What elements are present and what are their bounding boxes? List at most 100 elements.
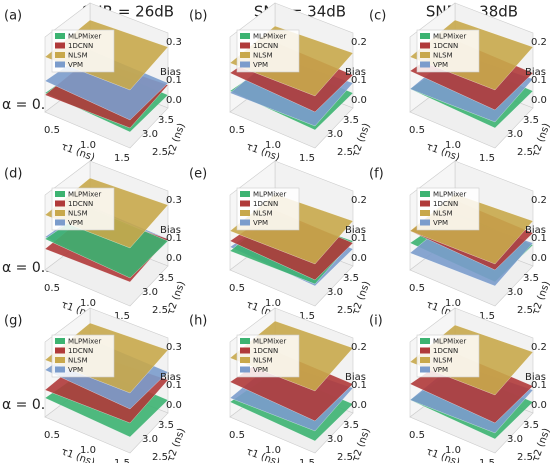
z-tick-label: 0.1 [166, 380, 182, 391]
z-tick-label: 0.3 [166, 37, 182, 48]
legend-swatch [55, 210, 65, 216]
legend-label: NLSM [253, 357, 273, 365]
legend-label: MLPMixer [68, 191, 101, 199]
legend-label: 1DCNN [433, 42, 458, 50]
y-axis-label: τ2 (ns) [165, 280, 187, 317]
y-axis-label: τ2 (ns) [350, 427, 372, 463]
y-tick-label: 3.0 [507, 129, 523, 140]
y-axis-label: τ2 (ns) [530, 427, 550, 463]
y-tick-label: 3.0 [142, 129, 158, 140]
panel-label: (c) [369, 9, 386, 24]
legend-swatch [420, 338, 430, 344]
y-axis-label: τ2 (ns) [165, 427, 187, 463]
x-tick-label: 0.5 [409, 125, 425, 136]
row-label: α = 0.8 [2, 397, 54, 413]
legend-swatch [240, 219, 250, 226]
legend-label: 1DCNN [253, 200, 278, 208]
x-tick-label: 1.5 [479, 153, 495, 164]
legend-swatch [55, 33, 65, 39]
y-tick-label: 2.5 [152, 305, 168, 316]
legend-swatch [240, 42, 250, 49]
y-tick-label: 3.5 [523, 273, 539, 284]
legend-swatch [240, 357, 250, 363]
legend-swatch [55, 357, 65, 363]
x-tick-label: 0.5 [44, 283, 60, 294]
z-tick-label: 0.1 [531, 75, 547, 86]
z-tick-label: 0.0 [351, 400, 367, 411]
legend-swatch [240, 52, 250, 58]
x-tick-label: 1.0 [445, 298, 461, 309]
y-tick-label: 2.5 [152, 147, 168, 158]
z-tick-label: 0.1 [166, 75, 182, 86]
legend-label: VPM [433, 61, 448, 69]
legend-label: VPM [433, 366, 448, 374]
legend-swatch [420, 52, 430, 58]
panel-label: (g) [4, 314, 22, 329]
legend-label: MLPMixer [68, 338, 101, 346]
x-tick-label: 1.5 [114, 153, 130, 164]
legend-swatch [240, 338, 250, 344]
x-tick-label: 1.5 [299, 153, 315, 164]
legend-label: 1DCNN [253, 42, 278, 50]
legend-swatch [420, 42, 430, 49]
z-tick-label: 0.2 [351, 37, 367, 48]
z-axis-label: Bias [525, 67, 546, 78]
z-tick-label: 0.2 [351, 195, 367, 206]
y-tick-label: 2.5 [517, 305, 533, 316]
panel-label: (i) [369, 314, 383, 329]
y-tick-label: 2.5 [337, 452, 353, 463]
legend-label: MLPMixer [433, 191, 466, 199]
legend-label: VPM [433, 219, 448, 227]
y-tick-label: 2.5 [337, 147, 353, 158]
z-tick-label: 0.0 [531, 253, 547, 264]
z-axis-label: Bias [345, 372, 366, 383]
legend-label: VPM [253, 61, 268, 69]
z-tick-label: 0.0 [531, 95, 547, 106]
legend-label: NLSM [68, 52, 88, 60]
legend-swatch [420, 200, 430, 207]
z-tick-label: 0.1 [166, 233, 182, 244]
x-tick-label: 1.0 [80, 140, 96, 151]
x-tick-label: 1.5 [479, 458, 495, 463]
y-tick-label: 3.0 [142, 434, 158, 445]
z-tick-label: 0.2 [531, 342, 547, 353]
z-tick-label: 0.0 [166, 95, 182, 106]
legend-label: NLSM [253, 52, 273, 60]
legend-swatch [55, 42, 65, 49]
z-axis-label: Bias [345, 225, 366, 236]
legend-label: VPM [68, 61, 83, 69]
z-axis-label: Bias [525, 372, 546, 383]
legend-label: NLSM [68, 357, 88, 365]
z-axis-label: Bias [525, 225, 546, 236]
y-tick-label: 3.0 [507, 287, 523, 298]
legend-swatch [420, 61, 430, 68]
legend-label: 1DCNN [253, 347, 278, 355]
x-tick-label: 0.5 [44, 125, 60, 136]
legend-swatch [55, 191, 65, 197]
y-tick-label: 3.0 [327, 287, 343, 298]
y-axis-label: τ2 (ns) [530, 280, 550, 317]
legend-swatch [240, 191, 250, 197]
legend-label: 1DCNN [433, 200, 458, 208]
legend-label: MLPMixer [253, 33, 286, 41]
legend-swatch [420, 357, 430, 363]
x-tick-label: 0.5 [409, 283, 425, 294]
z-tick-label: 0.1 [531, 233, 547, 244]
panel-label: (b) [189, 9, 207, 24]
legend-label: MLPMixer [433, 338, 466, 346]
legend-label: MLPMixer [433, 33, 466, 41]
y-tick-label: 3.0 [142, 287, 158, 298]
legend-swatch [240, 347, 250, 354]
z-axis-label: Bias [160, 67, 181, 78]
legend-label: VPM [68, 366, 83, 374]
row-label: α = 0.2 [2, 97, 54, 113]
legend-label: NLSM [433, 357, 453, 365]
legend-label: NLSM [68, 210, 88, 218]
x-tick-label: 1.5 [299, 311, 315, 322]
legend-label: MLPMixer [253, 338, 286, 346]
z-tick-label: 0.0 [166, 400, 182, 411]
y-tick-label: 2.5 [152, 452, 168, 463]
